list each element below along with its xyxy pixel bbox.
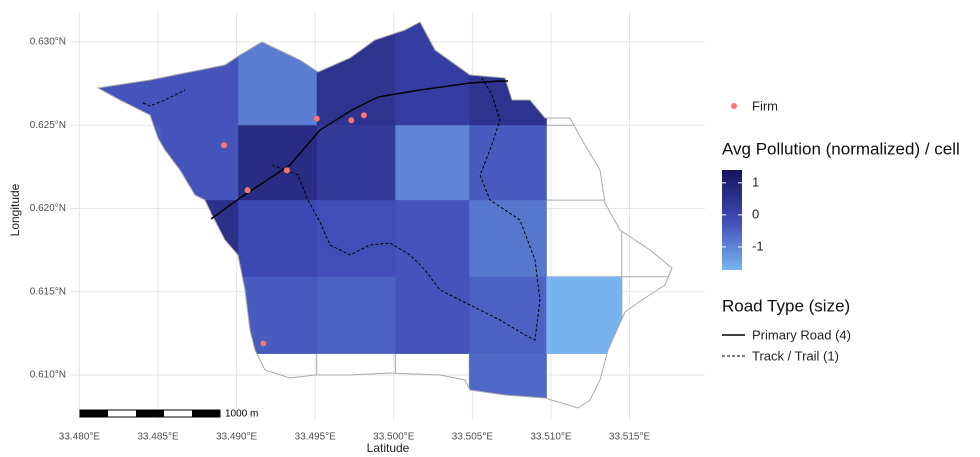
track-trail — [271, 77, 541, 341]
scale-bar: 1000 m — [79, 409, 258, 420]
y-tick-label: 0.630°N — [30, 37, 66, 48]
pollution-cell — [98, 125, 162, 201]
x-tick-label: 33.510°E — [530, 432, 572, 443]
firm-point — [260, 340, 267, 347]
pollution-cell — [395, 276, 470, 354]
colorbar-ticks: 1 0 -1 — [722, 174, 764, 253]
x-tick-label: 33.500°E — [373, 432, 415, 443]
firms — [221, 112, 367, 347]
pollution-cell — [316, 276, 396, 354]
legend-track: Track / Trail (1) — [752, 348, 839, 363]
y-axis-title: Longitude — [8, 183, 22, 236]
y-tick-label: 0.610°N — [30, 370, 66, 381]
pollution-cell — [469, 276, 547, 354]
pollution-cell — [395, 200, 470, 278]
colorbar-title: Avg Pollution (normalized) / cell — [722, 139, 960, 158]
colorbar-tick-label: -1 — [752, 238, 764, 253]
track-trail — [142, 89, 186, 107]
legend-firm-dot — [731, 103, 737, 109]
road-legend-title: Road Type (size) — [722, 296, 850, 315]
x-tick-label: 33.490°E — [216, 432, 258, 443]
pollution-cell — [469, 125, 547, 201]
pollution-cell — [161, 200, 239, 278]
pollution-cell — [316, 125, 396, 201]
x-tick-label: 33.515°E — [609, 432, 651, 443]
firm-point — [221, 142, 228, 149]
x-axis-title: Latitude — [367, 441, 410, 455]
pollution-cell — [238, 200, 318, 278]
y-tick-label: 0.625°N — [30, 120, 66, 131]
pollution-cell — [161, 125, 239, 201]
colorbar-tick-label: 0 — [752, 206, 759, 221]
x-tick-label: 33.485°E — [137, 432, 179, 443]
legend-primary: Primary Road (4) — [752, 327, 851, 342]
pollution-cell — [469, 22, 547, 126]
y-tick-label: 0.620°N — [30, 203, 66, 214]
y-tick-label: 0.615°N — [30, 286, 66, 297]
pollution-cell — [238, 22, 318, 126]
x-tick-label: 33.495°E — [295, 432, 337, 443]
primary-road — [210, 80, 508, 220]
scale-label: 1000 m — [225, 409, 258, 420]
legend-firm: Firm — [752, 98, 778, 113]
colorbar-tick-label: 1 — [752, 174, 759, 189]
firm-point — [283, 167, 290, 174]
pollution-cell — [395, 125, 470, 201]
pollution-cell — [316, 200, 396, 278]
pollution-cell — [546, 276, 623, 354]
firm-point — [348, 117, 355, 124]
pollution-cell — [98, 22, 162, 126]
firm-point — [360, 112, 367, 119]
x-tick-label: 33.480°E — [59, 432, 101, 443]
pollution-cell — [161, 22, 239, 126]
pollution-cell — [238, 276, 318, 354]
x-tick-label: 33.505°E — [452, 432, 494, 443]
firm-point — [313, 115, 320, 122]
pollution-cell — [238, 125, 318, 201]
pollution-cell — [316, 22, 396, 126]
pollution-cell — [469, 200, 547, 278]
pollution-cells — [98, 22, 623, 408]
district-outline — [96, 21, 673, 409]
colorbar — [722, 170, 742, 270]
firm-point — [244, 187, 251, 194]
